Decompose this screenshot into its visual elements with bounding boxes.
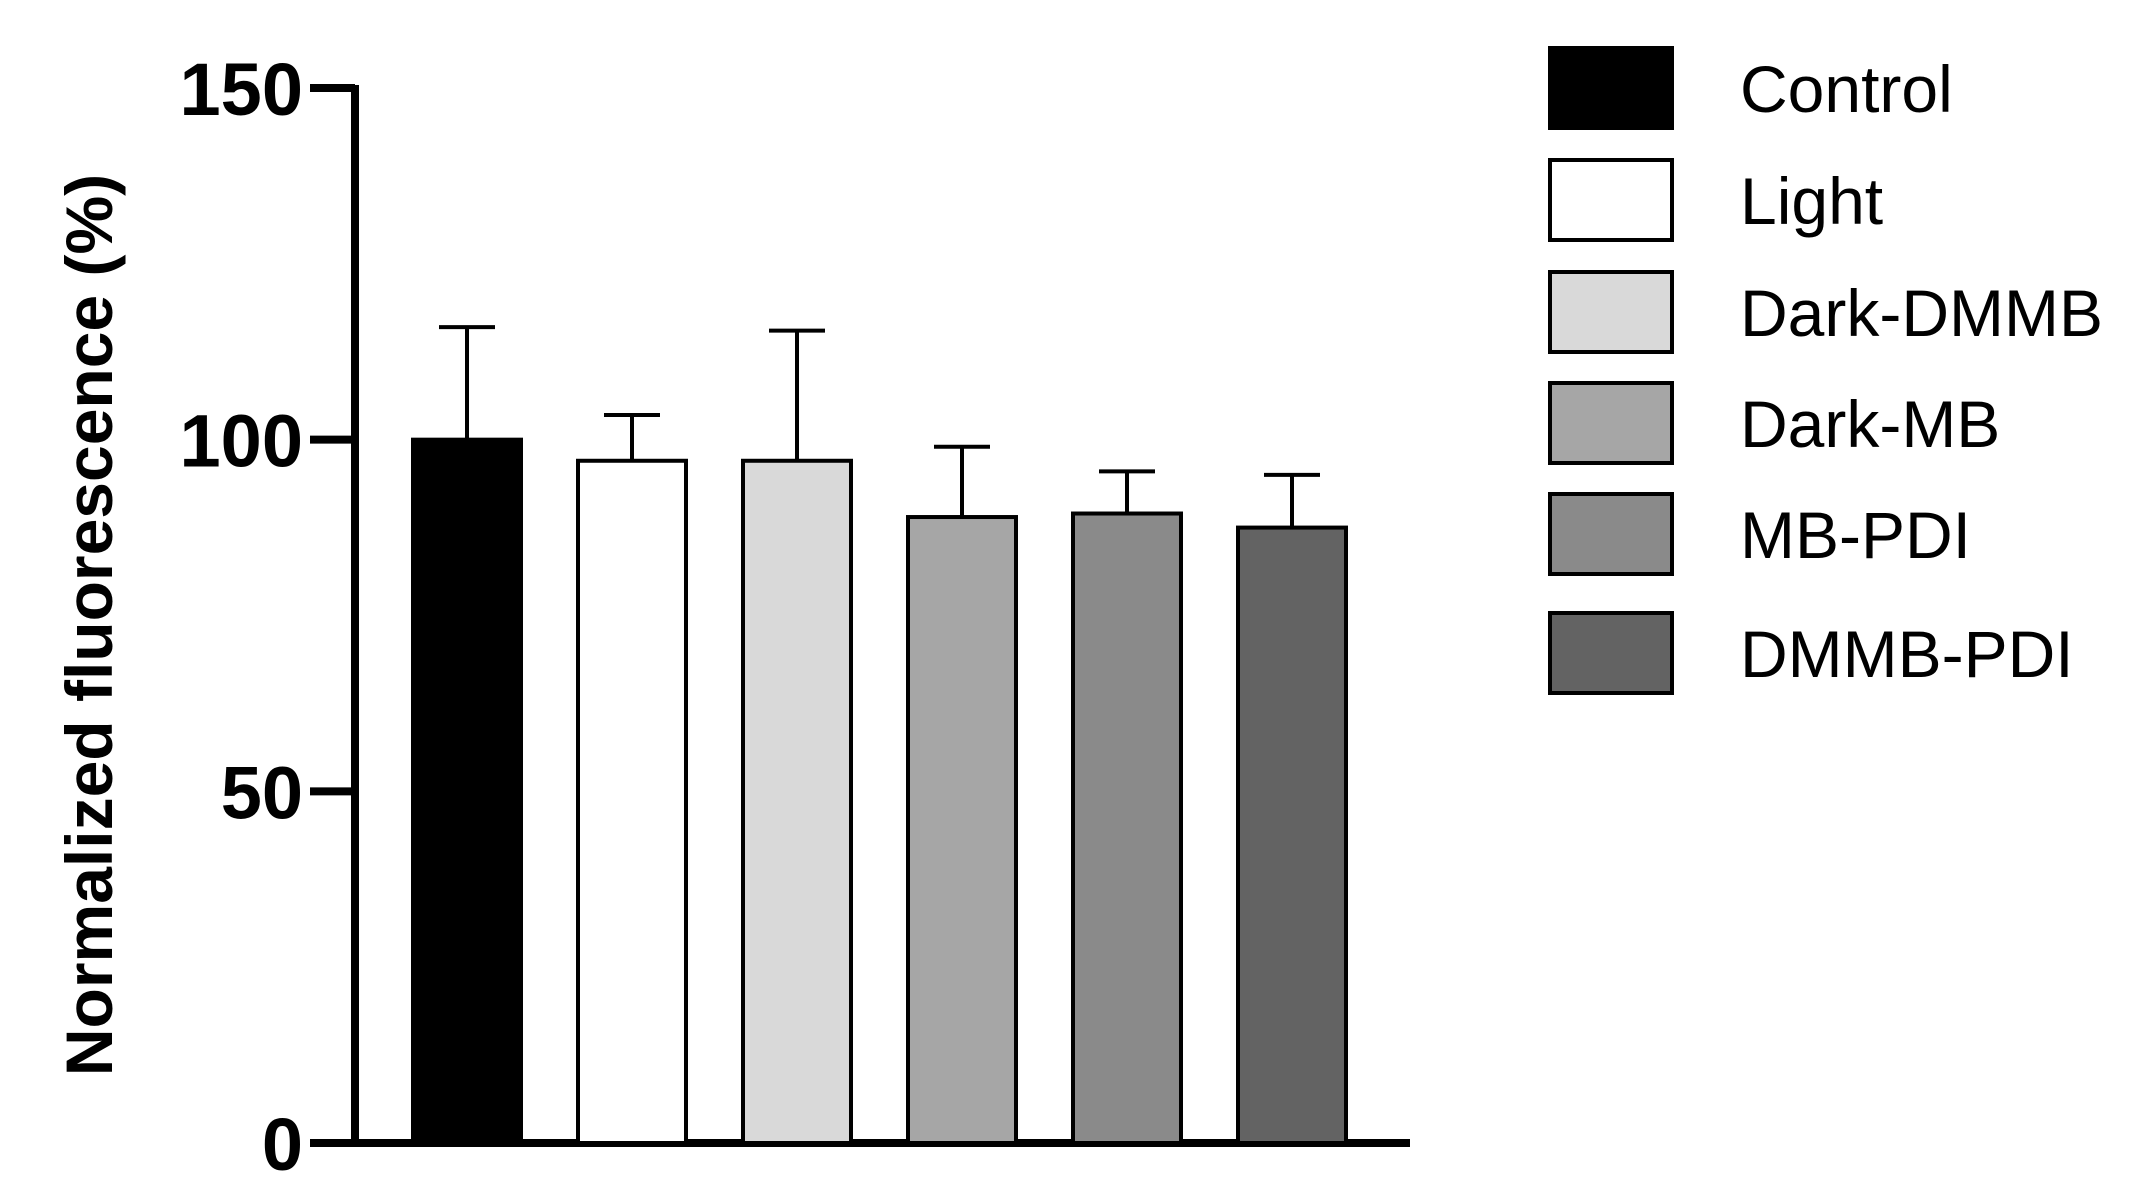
y-axis-title: Normalized fluorescence (%): [52, 174, 126, 1076]
legend-label: Dark-MB: [1740, 387, 2000, 461]
legend-swatch-dark-mb: [1548, 381, 1674, 465]
legend-label: Dark-DMMB: [1740, 276, 2103, 350]
y-tick-label: 0: [262, 1103, 303, 1186]
legend-swatch-mb-pdi: [1548, 492, 1674, 576]
legend-swatch-light: [1548, 158, 1674, 242]
bar-mb-pdi: [1071, 511, 1183, 1145]
legend-swatch-dmmb-pdi: [1548, 611, 1674, 695]
legend-label: DMMB-PDI: [1740, 617, 2074, 691]
legend-label: MB-PDI: [1740, 498, 1971, 572]
y-tick-label: 50: [221, 751, 303, 834]
legend: Control Light Dark-DMMB Dark-MB MB-PDI DMMB-P…: [1548, 46, 2103, 695]
y-tick-label: 150: [180, 48, 303, 131]
bar-dark-mb: [906, 515, 1018, 1145]
plot-area: 0 50 100 150: [180, 48, 1410, 1186]
bar-dmmb-pdi: [1236, 525, 1348, 1145]
legend-swatch-dark-dmmb: [1548, 270, 1674, 354]
bar-light: [576, 458, 688, 1145]
legend-label: Light: [1740, 164, 1883, 238]
bar-dark-dmmb: [741, 458, 853, 1145]
legend-swatch-control: [1548, 46, 1674, 130]
legend-label: Control: [1740, 52, 1953, 126]
bar-control: [411, 437, 523, 1145]
y-tick-label: 100: [180, 400, 303, 483]
